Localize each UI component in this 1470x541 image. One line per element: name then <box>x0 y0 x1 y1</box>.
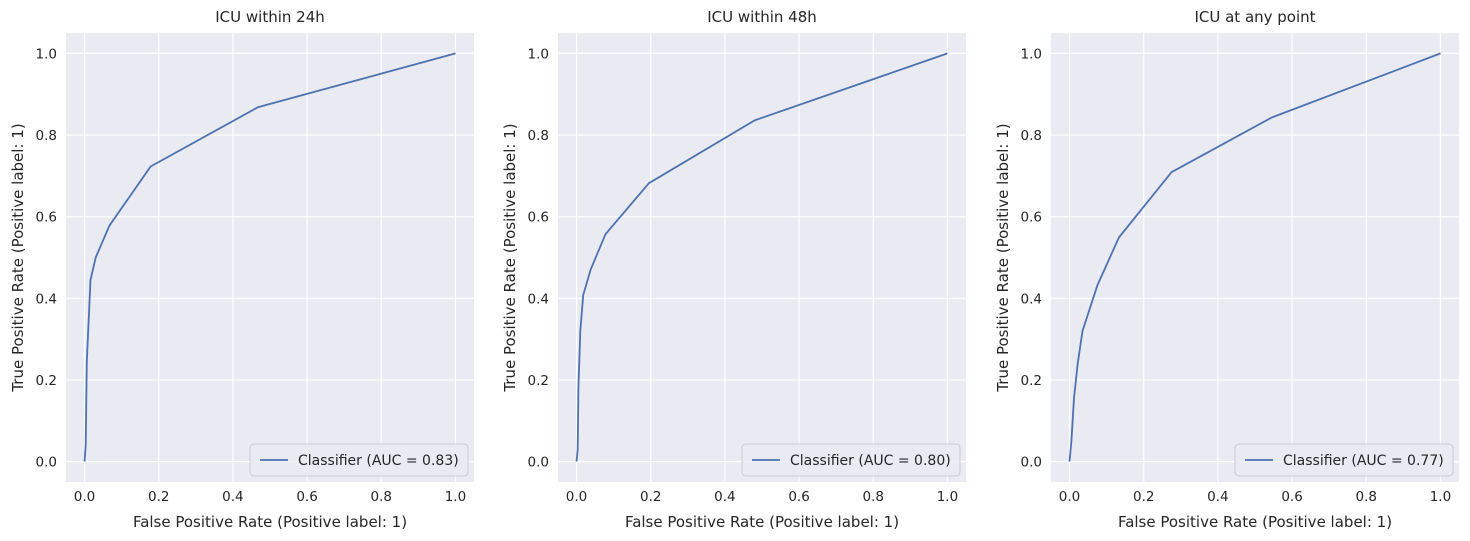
y-tick-label: 0.6 <box>36 210 57 226</box>
x-axis-label: False Positive Rate (Positive label: 1) <box>1118 513 1392 531</box>
y-tick-label: 0.8 <box>36 128 57 144</box>
x-tick-label: 0.2 <box>1133 489 1154 505</box>
x-tick-label: 0.2 <box>640 489 661 505</box>
x-tick-label: 0.8 <box>863 489 884 505</box>
y-tick-label: 0.2 <box>1021 373 1042 389</box>
x-tick-label: 1.0 <box>937 489 958 505</box>
legend-label: Classifier (AUC = 0.77) <box>1283 453 1444 469</box>
legend: Classifier (AUC = 0.83) <box>249 443 469 477</box>
roc-panel-2: 0.0 0.2 0.4 0.6 0.8 1.0 0.0 0.2 0.4 0.6 0.8 1.0 ICU … <box>501 8 966 531</box>
y-tick-label: 0.6 <box>1021 210 1042 226</box>
y-tick-label: 0.4 <box>1021 291 1042 307</box>
y-tick-label: 0.4 <box>528 291 549 307</box>
x-tick-label: 0.0 <box>1059 489 1080 505</box>
legend-box <box>249 443 469 477</box>
legend-label: Classifier (AUC = 0.80) <box>790 453 951 469</box>
chart-title: ICU within 48h <box>707 8 817 26</box>
legend: Classifier (AUC = 0.80) <box>741 443 961 477</box>
roc-panel-3: 0.0 0.2 0.4 0.6 0.8 1.0 0.0 0.2 0.4 0.6 0.8 1.0 ICU … <box>994 8 1459 531</box>
roc-curve-line <box>83 52 456 462</box>
y-tick-label: 1.0 <box>528 46 549 62</box>
y-tick-label: 1.0 <box>1021 46 1042 62</box>
axes-background <box>558 33 966 482</box>
y-tick-label: 0.2 <box>528 373 549 389</box>
x-tick-label: 0.0 <box>74 489 95 505</box>
x-axis-label: False Positive Rate (Positive label: 1) <box>625 513 899 531</box>
x-tick-label: 0.6 <box>1281 489 1302 505</box>
x-tick-label: 0.8 <box>371 489 392 505</box>
y-tick-label: 0.8 <box>528 128 549 144</box>
chart-title: ICU at any point <box>1194 8 1315 26</box>
legend-box <box>1234 443 1454 477</box>
y-axis-label: True Positive Rate (Positive label: 1) <box>9 123 27 392</box>
x-tick-label: 0.4 <box>1207 489 1228 505</box>
x-tick-label: 1.0 <box>1430 489 1451 505</box>
axes-background <box>66 33 474 482</box>
y-tick-label: 0.0 <box>528 455 549 471</box>
x-tick-label: 0.4 <box>222 489 243 505</box>
y-tick-label: 1.0 <box>36 46 57 62</box>
y-tick-label: 0.0 <box>1021 455 1042 471</box>
axes-background <box>1051 33 1459 482</box>
x-tick-label: 0.2 <box>148 489 169 505</box>
roc-curve-line <box>1068 52 1441 462</box>
legend-label: Classifier (AUC = 0.83) <box>298 453 459 469</box>
x-tick-label: 0.0 <box>566 489 587 505</box>
chart-title: ICU within 24h <box>215 8 325 26</box>
x-tick-label: 0.6 <box>296 489 317 505</box>
y-tick-label: 0.6 <box>528 210 549 226</box>
y-axis-label: True Positive Rate (Positive label: 1) <box>994 123 1012 392</box>
y-tick-label: 0.2 <box>36 373 57 389</box>
legend-box <box>741 443 961 477</box>
x-tick-label: 1.0 <box>445 489 466 505</box>
x-tick-label: 0.8 <box>1356 489 1377 505</box>
roc-curve-line <box>575 52 948 462</box>
y-tick-label: 0.4 <box>36 291 57 307</box>
y-tick-label: 0.8 <box>1021 128 1042 144</box>
legend: Classifier (AUC = 0.77) <box>1234 443 1454 477</box>
x-tick-label: 0.6 <box>788 489 809 505</box>
y-axis-label: True Positive Rate (Positive label: 1) <box>501 123 519 392</box>
roc-panel-1: 0.0 0.2 0.4 0.6 0.8 1.0 0.0 0.2 0.4 0.6 0.8 1.0 ICU … <box>9 8 474 531</box>
x-tick-label: 0.4 <box>714 489 735 505</box>
y-tick-label: 0.0 <box>36 455 57 471</box>
x-axis-label: False Positive Rate (Positive label: 1) <box>133 513 407 531</box>
